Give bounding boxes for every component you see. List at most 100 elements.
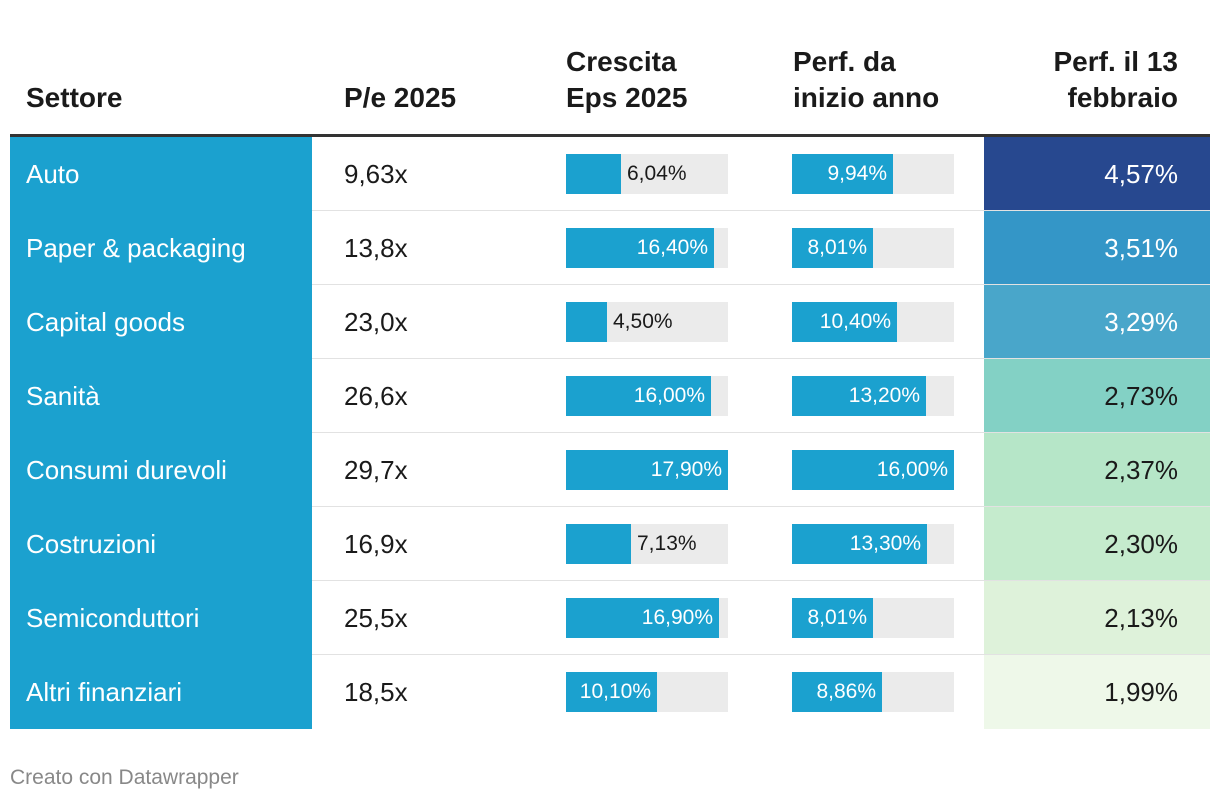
perf-feb13-cell: 3,29% (984, 285, 1210, 359)
header-eps: Crescita Eps 2025 (566, 44, 687, 116)
eps-bar-label: 16,90% (641, 606, 713, 629)
header-sector: Settore (26, 80, 122, 116)
sector-cell: Altri finanziari (10, 655, 312, 729)
eps-bar-label: 17,90% (650, 458, 722, 481)
table-row: Semiconduttori 25,5x 16,90% 8,01% 2,13% (10, 581, 1210, 655)
eps-bar-fill (566, 598, 719, 638)
header-feb13: Perf. il 13 febbraio (1053, 44, 1178, 116)
eps-bar-track: 7,13% (566, 524, 728, 564)
ytd-bar-track: 8,86% (792, 672, 954, 712)
header-sector-label: Settore (26, 82, 123, 113)
pe-cell: 23,0x (344, 307, 408, 337)
ytd-bar-label: 8,86% (816, 680, 876, 703)
header-ytd: Perf. da inizio anno (793, 44, 939, 116)
perf-feb13-cell: 1,99% (984, 655, 1210, 729)
eps-bar-label: 4,50% (613, 310, 673, 333)
eps-bar-track: 6,04% (566, 154, 728, 194)
pe-cell: 29,7x (344, 455, 408, 485)
header-ytd-line2: inizio anno (793, 82, 940, 113)
ytd-bar-track: 13,20% (792, 376, 954, 416)
table-header: Settore P/e 2025 Crescita Eps 2025 Perf.… (10, 40, 1210, 137)
perf-feb13-cell: 2,73% (984, 359, 1210, 433)
table-row: Sanità 26,6x 16,00% 13,20% 2,73% (10, 359, 1210, 433)
pe-cell: 13,8x (344, 233, 408, 263)
ytd-bar-track: 16,00% (792, 450, 954, 490)
sector-cell: Costruzioni (10, 507, 312, 581)
eps-bar-fill (566, 672, 657, 712)
footer-credit: Creato con Datawrapper (10, 766, 239, 789)
eps-bar-track: 16,00% (566, 376, 728, 416)
header-feb13-line1: Perf. il 13 (1053, 46, 1178, 77)
eps-bar-track: 16,40% (566, 228, 728, 268)
sector-cell: Paper & packaging (10, 211, 312, 285)
pe-cell: 18,5x (344, 677, 408, 707)
eps-bar-label: 16,40% (636, 236, 708, 259)
header-eps-line2: Eps 2025 (566, 82, 688, 113)
perf-feb13-cell: 3,51% (984, 211, 1210, 285)
ytd-bar-label: 8,01% (807, 606, 867, 629)
table-body: Auto 9,63x 6,04% 9,94% 4,57% Paper & packagin… (10, 137, 1210, 729)
perf-feb13-cell: 4,57% (984, 137, 1210, 211)
table-row: Consumi durevoli 29,7x 17,90% 16,00% 2,37% (10, 433, 1210, 507)
row-separator (312, 284, 1210, 285)
eps-bar-label: 6,04% (627, 162, 687, 185)
sector-cell: Auto (10, 137, 312, 211)
pe-cell: 26,6x (344, 381, 408, 411)
table-row: Paper & packaging 13,8x 16,40% 8,01% 3,51% (10, 211, 1210, 285)
ytd-bar-label: 10,40% (819, 310, 891, 333)
ytd-bar-fill (792, 376, 926, 416)
row-separator (312, 358, 1210, 359)
ytd-bar-fill (792, 154, 893, 194)
ytd-bar-track: 10,40% (792, 302, 954, 342)
perf-feb13-cell: 2,37% (984, 433, 1210, 507)
row-separator (312, 506, 1210, 507)
header-pe-label: P/e 2025 (344, 82, 457, 113)
ytd-bar-label: 13,30% (849, 532, 921, 555)
row-separator (312, 580, 1210, 581)
table-row: Costruzioni 16,9x 7,13% 13,30% 2,30% (10, 507, 1210, 581)
sector-cell: Semiconduttori (10, 581, 312, 655)
eps-bar-track: 10,10% (566, 672, 728, 712)
ytd-bar-fill (792, 302, 897, 342)
eps-bar-fill (566, 302, 607, 342)
ytd-bar-track: 8,01% (792, 228, 954, 268)
ytd-bar-fill (792, 598, 873, 638)
eps-bar-fill (566, 524, 631, 564)
table-row: Auto 9,63x 6,04% 9,94% 4,57% (10, 137, 1210, 211)
row-separator (312, 654, 1210, 655)
ytd-bar-track: 13,30% (792, 524, 954, 564)
header-ytd-line1: Perf. da (793, 46, 896, 77)
ytd-bar-label: 16,00% (876, 458, 948, 481)
header-pe: P/e 2025 (344, 80, 456, 116)
row-separator (312, 210, 1210, 211)
ytd-bar-track: 8,01% (792, 598, 954, 638)
sector-table: Settore P/e 2025 Crescita Eps 2025 Perf.… (10, 40, 1210, 729)
sector-cell: Consumi durevoli (10, 433, 312, 507)
eps-bar-label: 10,10% (579, 680, 651, 703)
pe-cell: 9,63x (344, 159, 408, 189)
ytd-bar-fill (792, 524, 927, 564)
row-separator (312, 432, 1210, 433)
ytd-bar-fill (792, 450, 954, 490)
ytd-bar-label: 8,01% (807, 236, 867, 259)
perf-feb13-cell: 2,30% (984, 507, 1210, 581)
table-row: Altri finanziari 18,5x 10,10% 8,86% 1,99% (10, 655, 1210, 729)
eps-bar-fill (566, 450, 728, 490)
eps-bar-label: 16,00% (633, 384, 705, 407)
ytd-bar-label: 9,94% (827, 162, 887, 185)
eps-bar-track: 16,90% (566, 598, 728, 638)
perf-feb13-cell: 2,13% (984, 581, 1210, 655)
eps-bar-track: 17,90% (566, 450, 728, 490)
header-feb13-line2: febbraio (1067, 82, 1178, 113)
header-eps-line1: Crescita (566, 46, 677, 77)
eps-bar-fill (566, 228, 714, 268)
sector-cell: Capital goods (10, 285, 312, 359)
eps-bar-track: 4,50% (566, 302, 728, 342)
ytd-bar-track: 9,94% (792, 154, 954, 194)
eps-bar-fill (566, 154, 621, 194)
eps-bar-fill (566, 376, 711, 416)
sector-cell: Sanità (10, 359, 312, 433)
pe-cell: 25,5x (344, 603, 408, 633)
ytd-bar-label: 13,20% (848, 384, 920, 407)
eps-bar-label: 7,13% (637, 532, 697, 555)
